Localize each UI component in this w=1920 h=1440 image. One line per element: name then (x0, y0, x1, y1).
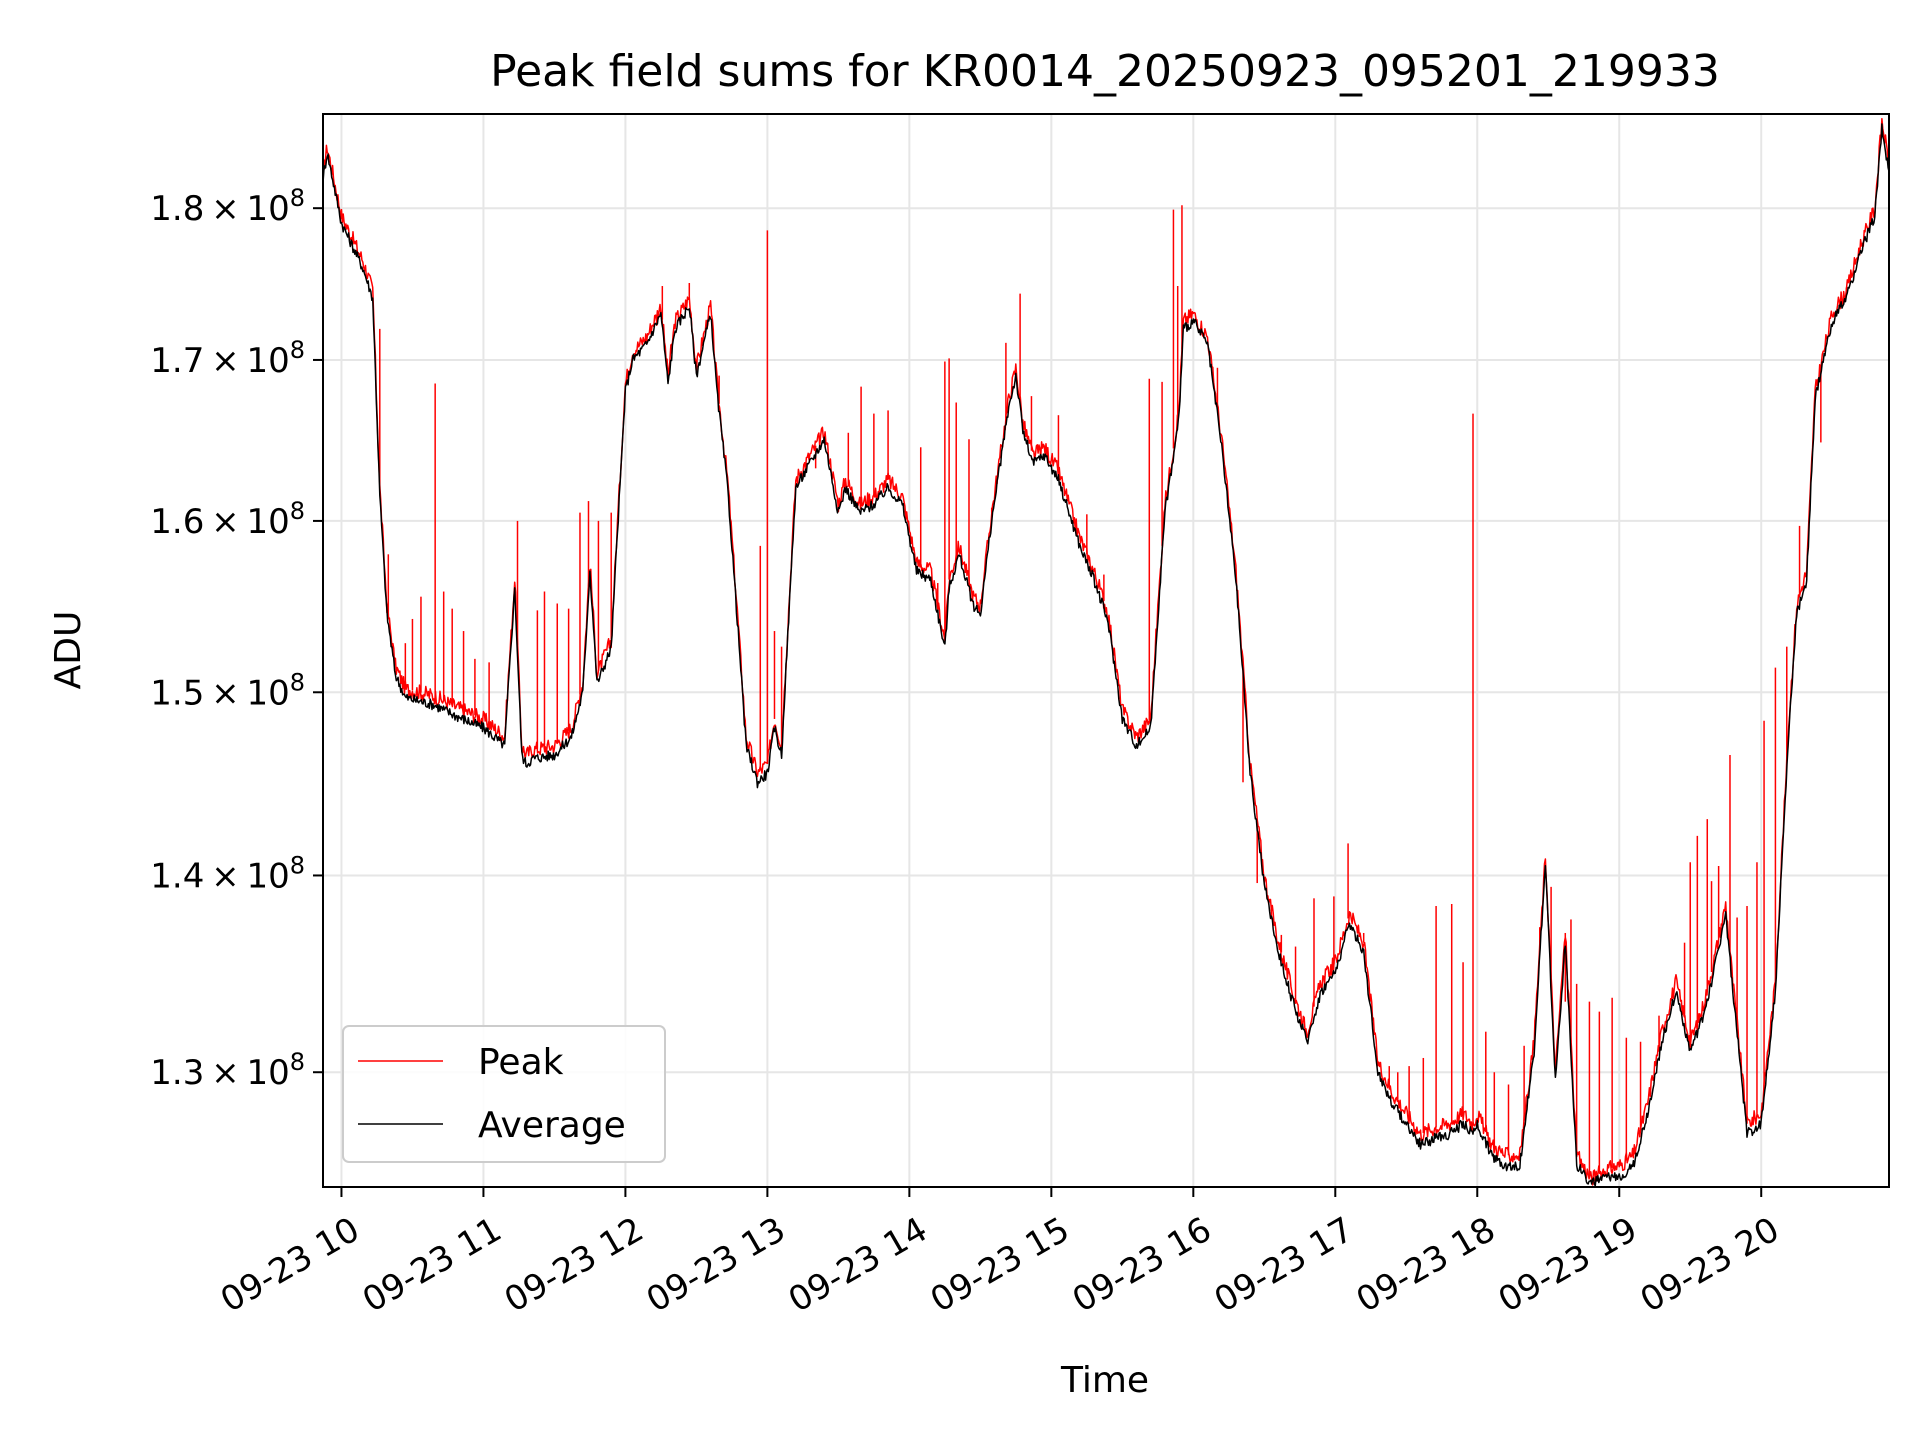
plot-series-area (323, 117, 1889, 1187)
y-tick-label: 1.8 × 108 (150, 184, 305, 229)
x-axis-title: Time (1060, 1360, 1149, 1401)
series-line-average (323, 123, 1889, 1187)
legend-box (342, 1025, 666, 1163)
y-tick-label: 1.6 × 108 (150, 497, 305, 542)
y-tick-label: 1.4 × 108 (150, 851, 305, 896)
legend: Peak Average (342, 1025, 666, 1163)
legend-label-average: Average (478, 1105, 626, 1146)
y-axis-title: ADU (48, 611, 89, 690)
grid-lines (323, 114, 1889, 1187)
chart-title: Peak field sums for KR0014_20250923_0952… (490, 46, 1720, 97)
plot-frame (322, 113, 1890, 1188)
legend-label-peak: Peak (478, 1042, 564, 1083)
y-tick-label: 1.7 × 108 (150, 336, 305, 381)
y-tick-label: 1.3 × 108 (150, 1048, 305, 1093)
y-tick-label: 1.5 × 108 (150, 668, 305, 713)
